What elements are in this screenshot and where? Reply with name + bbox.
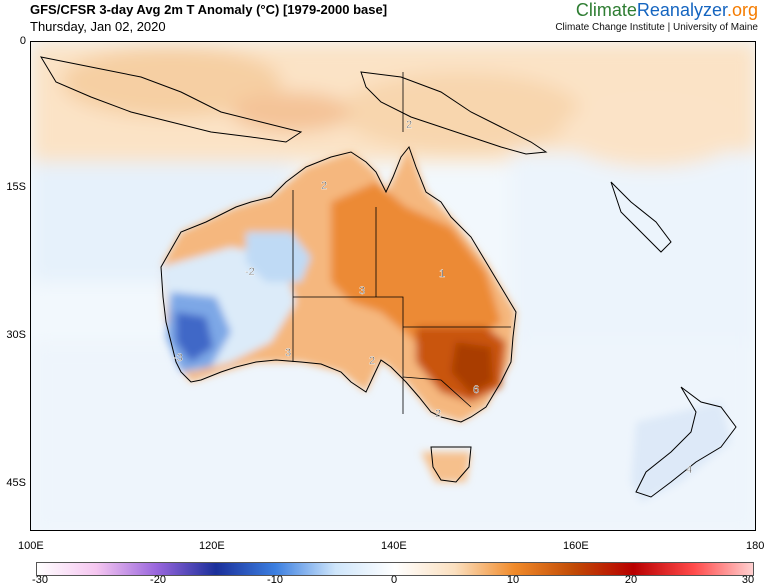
map-title: GFS/CFSR 3-day Avg 2m T Anomaly (°C) [19… [30,2,388,17]
contour-label: -3 [173,352,183,364]
brand-part-1: Climate [575,0,637,20]
contour-label: 3 [285,347,291,359]
contour-label: 3 [359,285,365,297]
colorbar [36,562,754,576]
contour-label: 4 [686,464,692,476]
state-borders [292,72,511,414]
brand-part-2: Reanalyzer [636,0,727,20]
lon-label-180: 180 [746,540,765,552]
contour-label: 1 [439,268,445,280]
lat-label-0: 0 [19,35,26,47]
colorbar-tick: 10 [506,574,520,586]
colorbar-tick: -20 [150,574,166,586]
contour-label: 2 [435,408,441,420]
contour-label: 2 [369,355,375,367]
colorbar-tick: 0 [390,574,398,586]
map-plot[interactable]: 2 -2 3 1 -3 3 2 6 2 2 4 [30,41,756,531]
lon-label-140e: 140E [381,540,407,552]
contour-label: 2 [321,180,327,192]
contour-label: 2 [406,119,412,131]
lon-label-120e: 120E [199,540,225,552]
australia-anomaly [161,147,731,502]
colorbar-tick: 30 [741,574,755,586]
map-date: Thursday, Jan 02, 2020 [30,19,166,34]
contour-labels: 2 -2 3 1 -3 3 2 6 2 2 4 [173,119,693,476]
lat-label-30s: 30S [6,329,26,341]
lat-label-45s: 45S [6,477,26,489]
colorbar-tick: -10 [267,574,283,586]
colorbar-tick: -30 [32,574,48,586]
anomaly-map: 2 -2 3 1 -3 3 2 6 2 2 4 [31,42,755,530]
contour-label: 6 [473,384,479,396]
brand-affiliation: Climate Change Institute | University of… [555,22,758,33]
contour-label: -2 [245,266,255,278]
coastlines [39,56,737,498]
lat-label-15s: 15S [6,181,26,193]
brand-logo[interactable]: ClimateReanalyzer.org [576,0,758,21]
colorbar-tick: 20 [624,574,638,586]
lon-label-100e: 100E [18,540,44,552]
anomaly-field [31,42,755,530]
lon-label-160e: 160E [563,540,589,552]
brand-part-3: .org [726,0,758,20]
